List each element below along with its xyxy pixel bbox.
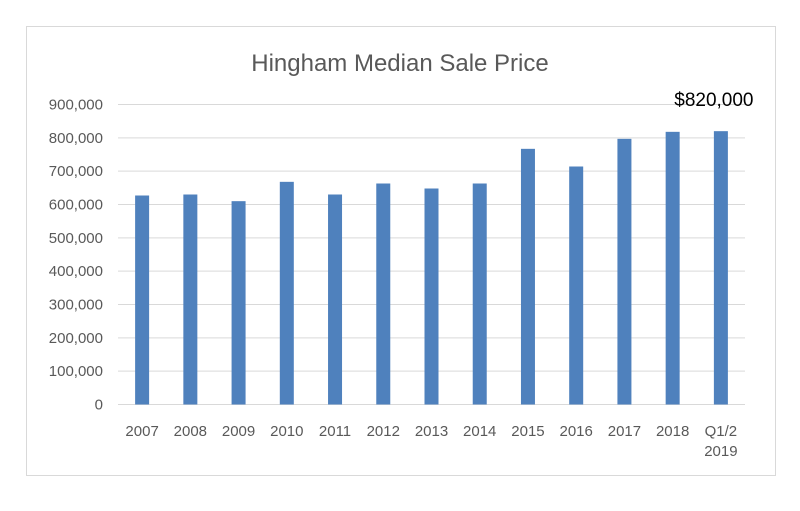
y-tick-label: 600,000 [49,197,103,214]
bar [135,195,150,405]
y-tick-label: 200,000 [49,330,103,347]
data-label: $820,000 [674,90,753,111]
x-tick-label: 2014 [463,423,496,440]
bar [520,148,535,405]
bar [328,194,343,405]
y-tick-label: 300,000 [49,297,103,314]
y-tick-label: 500,000 [49,230,103,247]
x-axis-ticks: 2007 2008 2009 2010 2011 2012 2013 2014 2015 2016… [125,423,737,460]
bar [376,183,391,405]
bars [135,131,728,405]
x-tick-label: Q1/2 2019 [704,423,737,460]
x-tick-label: 2012 [367,423,400,440]
bar [472,183,487,405]
x-tick-label: 2013 [415,423,448,440]
x-tick-label: 2017 [608,423,641,440]
y-tick-label: 800,000 [49,130,103,147]
chart-frame [26,26,776,476]
y-tick-label: 900,000 [49,97,103,114]
y-axis-ticks: 0 100,000 200,000 300,000 400,000 500,000 600,… [49,97,103,414]
bar [617,138,632,405]
chart-title: Hingham Median Sale Price [251,50,548,77]
annotations: $820,000 [674,90,753,111]
bar [713,131,728,405]
x-tick-label: 2015 [511,423,544,440]
y-tick-label: 700,000 [49,163,103,180]
x-tick-label: 2009 [222,423,255,440]
bar [183,194,198,405]
x-tick-label: 2016 [560,423,593,440]
x-tick-label: 2018 [656,423,689,440]
x-tick-label: 2007 [125,423,158,440]
bar [279,181,294,405]
bar [231,201,246,405]
y-tick-label: 100,000 [49,363,103,380]
gridlines [118,104,745,405]
y-tick-label: 0 [95,397,103,414]
bar [665,131,680,405]
x-tick-label: 2011 [319,423,351,440]
bar [424,188,439,405]
x-tick-label: 2008 [174,423,207,440]
x-tick-label: 2010 [270,423,303,440]
bar [569,166,584,405]
y-tick-label: 400,000 [49,263,103,280]
